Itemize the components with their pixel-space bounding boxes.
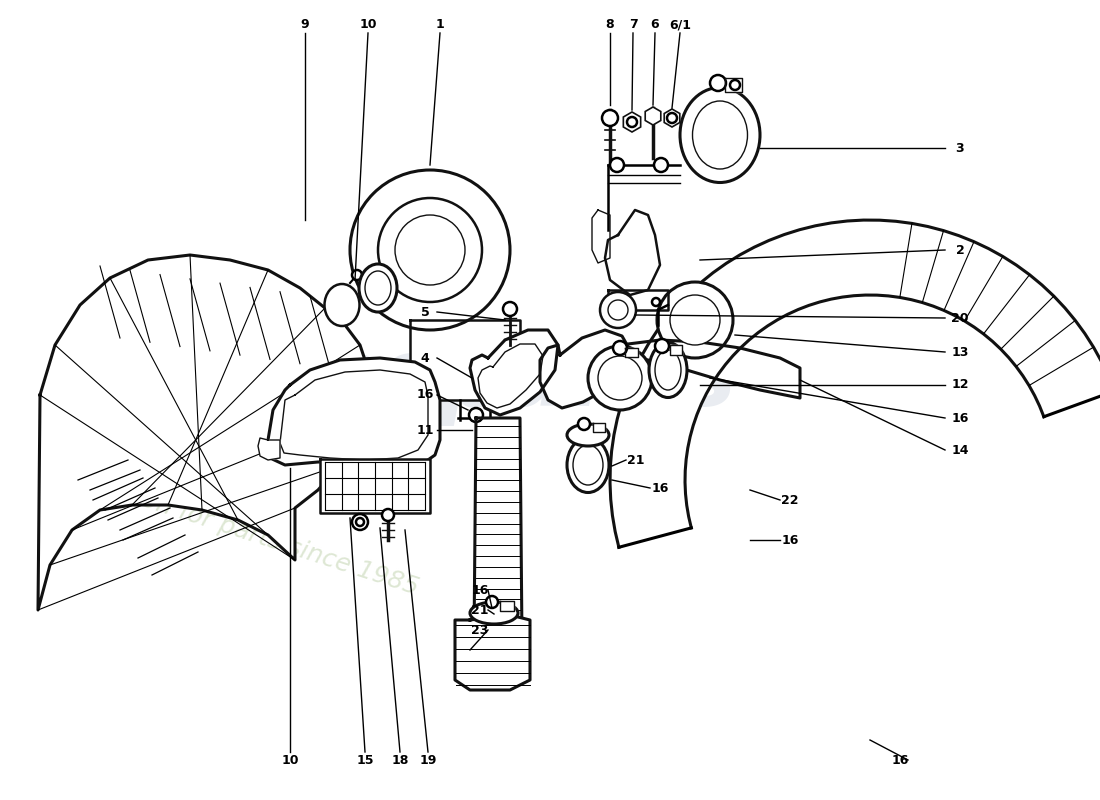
Circle shape — [610, 158, 624, 172]
Circle shape — [469, 408, 483, 422]
Text: 19: 19 — [419, 754, 437, 766]
Circle shape — [670, 295, 720, 345]
Circle shape — [654, 158, 668, 172]
Text: 6/1: 6/1 — [669, 18, 691, 31]
Circle shape — [602, 110, 618, 126]
Circle shape — [395, 215, 465, 285]
Text: 16: 16 — [891, 754, 909, 766]
Polygon shape — [725, 78, 742, 92]
Circle shape — [352, 270, 362, 280]
Ellipse shape — [680, 87, 760, 182]
Circle shape — [486, 596, 498, 608]
Polygon shape — [39, 255, 370, 610]
Circle shape — [667, 113, 676, 123]
Circle shape — [598, 356, 642, 400]
Circle shape — [616, 298, 624, 306]
Text: 8: 8 — [606, 18, 614, 31]
Ellipse shape — [324, 284, 360, 326]
Circle shape — [578, 418, 590, 430]
Text: 22: 22 — [781, 494, 799, 506]
Circle shape — [730, 80, 740, 90]
Ellipse shape — [693, 101, 748, 169]
Circle shape — [657, 282, 733, 358]
Ellipse shape — [573, 445, 603, 485]
Ellipse shape — [566, 438, 609, 493]
Text: 16: 16 — [471, 583, 488, 597]
Text: 7: 7 — [628, 18, 637, 31]
Circle shape — [654, 339, 669, 353]
Circle shape — [710, 75, 726, 91]
Text: 5: 5 — [420, 306, 429, 318]
Text: 16: 16 — [651, 482, 669, 494]
Polygon shape — [474, 418, 522, 640]
Text: 14: 14 — [952, 443, 969, 457]
Text: 15: 15 — [356, 754, 374, 766]
Circle shape — [600, 292, 636, 328]
Circle shape — [613, 341, 627, 355]
Text: 13: 13 — [952, 346, 969, 358]
Circle shape — [627, 117, 637, 127]
Circle shape — [350, 170, 510, 330]
Polygon shape — [500, 601, 514, 611]
Polygon shape — [605, 210, 660, 295]
Polygon shape — [455, 615, 530, 690]
Circle shape — [588, 346, 652, 410]
Text: 3: 3 — [956, 142, 965, 154]
Text: 12: 12 — [952, 378, 969, 391]
Text: 1: 1 — [436, 18, 444, 31]
Polygon shape — [540, 330, 630, 408]
Polygon shape — [592, 210, 611, 263]
Ellipse shape — [470, 602, 518, 624]
Ellipse shape — [649, 342, 688, 398]
Text: 16: 16 — [416, 389, 433, 402]
Text: 2: 2 — [956, 243, 965, 257]
Polygon shape — [625, 348, 638, 357]
Circle shape — [382, 509, 394, 521]
Ellipse shape — [566, 424, 609, 446]
Polygon shape — [410, 320, 520, 400]
Polygon shape — [320, 459, 430, 513]
Polygon shape — [258, 438, 280, 460]
Text: 18: 18 — [392, 754, 409, 766]
Text: a passion for parts since 1985: a passion for parts since 1985 — [55, 460, 421, 600]
Polygon shape — [470, 330, 558, 415]
Text: 21: 21 — [471, 603, 488, 617]
Circle shape — [608, 300, 628, 320]
Polygon shape — [610, 220, 1100, 547]
Text: 16: 16 — [952, 411, 969, 425]
Text: 10: 10 — [282, 754, 299, 766]
Text: 10: 10 — [360, 18, 376, 31]
Circle shape — [356, 518, 364, 526]
Circle shape — [378, 198, 482, 302]
Text: 11: 11 — [416, 423, 433, 437]
Circle shape — [503, 302, 517, 316]
Ellipse shape — [654, 350, 681, 390]
Polygon shape — [268, 358, 440, 465]
Circle shape — [352, 514, 368, 530]
Polygon shape — [608, 290, 668, 310]
Text: 6: 6 — [651, 18, 659, 31]
Polygon shape — [618, 340, 800, 410]
Ellipse shape — [365, 271, 390, 305]
Ellipse shape — [359, 264, 397, 312]
Text: 20: 20 — [952, 311, 969, 325]
Text: eurospares: eurospares — [140, 334, 737, 426]
Text: 16: 16 — [781, 534, 799, 546]
Text: 9: 9 — [300, 18, 309, 31]
Text: 21: 21 — [627, 454, 645, 466]
Circle shape — [652, 298, 660, 306]
Polygon shape — [670, 345, 682, 355]
Polygon shape — [593, 423, 605, 432]
Text: 23: 23 — [471, 623, 488, 637]
Text: 4: 4 — [420, 351, 429, 365]
